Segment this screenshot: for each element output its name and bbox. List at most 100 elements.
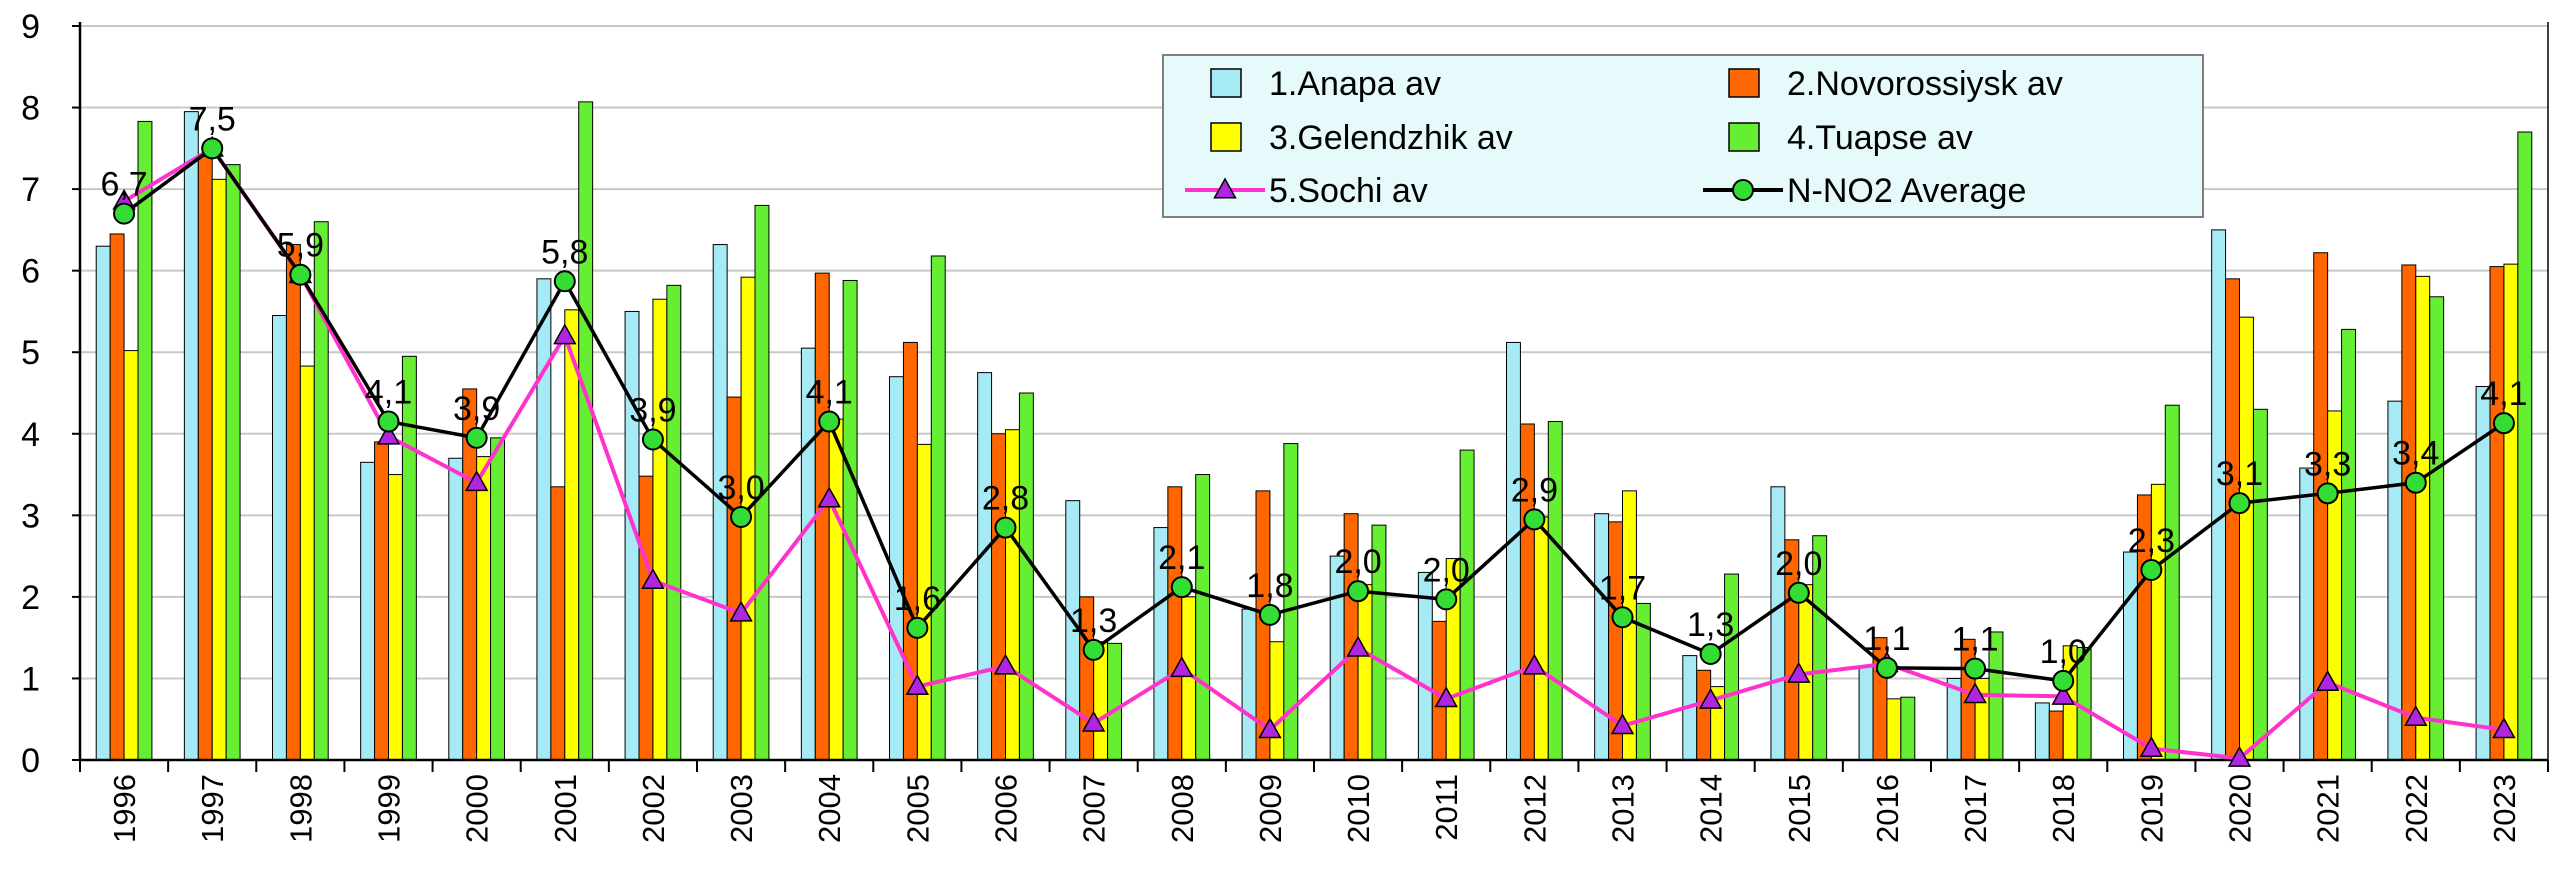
x-tick-label: 2014: [1694, 774, 1729, 843]
series-lines: [112, 135, 2516, 767]
sochi-marker: [2404, 705, 2428, 727]
sochi-marker: [2492, 717, 2516, 739]
x-tick-label: 2004: [812, 774, 847, 843]
x-tick-label: 2009: [1253, 774, 1288, 843]
average-data-label: 7,5: [189, 100, 236, 138]
average-marker: [465, 426, 488, 449]
y-tick-label: 6: [21, 253, 40, 291]
average-data-label: 3,3: [2304, 445, 2351, 483]
bar: [95, 245, 111, 761]
average-marker: [1964, 657, 1987, 680]
bar: [388, 474, 403, 761]
bar: [1724, 573, 1739, 761]
x-tick-label: 2022: [2399, 774, 2434, 843]
bar: [2225, 278, 2241, 761]
bar: [666, 284, 682, 761]
average-marker: [1699, 642, 1722, 665]
average-data-label: 1,3: [1070, 602, 1117, 640]
bar: [842, 279, 858, 761]
bar: [638, 475, 654, 761]
sochi-marker: [905, 674, 930, 696]
bar: [109, 233, 125, 761]
bar: [578, 101, 594, 761]
bar: [476, 456, 492, 761]
average-marker: [1611, 606, 1634, 629]
legend-label: 3.Gelendzhik av: [1269, 119, 1513, 157]
sochi-marker: [1698, 687, 1723, 709]
bar: [1506, 341, 1521, 761]
x-tick-label: 1996: [107, 774, 142, 843]
legend: 1.Anapa av 2.Novorossiysk av 3.Gelendzhik …: [1162, 54, 2204, 218]
sochi-marker: [1346, 635, 1370, 657]
bar: [299, 365, 315, 761]
bar: [2415, 275, 2431, 761]
average-data-label: 1,8: [1246, 567, 1293, 605]
average-marker: [2228, 492, 2251, 515]
bar: [2489, 266, 2505, 761]
average-marker: [2492, 412, 2515, 435]
average-data-label: 1,0: [2040, 633, 2087, 671]
bar: [977, 372, 993, 761]
x-tick-label: 2008: [1165, 774, 1200, 843]
bar: [1459, 449, 1475, 761]
average-data-label: 5,8: [541, 233, 588, 271]
y-tick-label: 2: [21, 579, 40, 617]
average-data-label: 2,1: [1158, 539, 1205, 577]
legend-marker: [1213, 177, 1237, 199]
bar: [197, 155, 213, 761]
series-line: [123, 146, 2505, 683]
bar: [2048, 710, 2064, 761]
bar: [2164, 404, 2180, 761]
bar: [211, 178, 227, 761]
sochi-marker: [464, 470, 489, 492]
sochi-marker: [1170, 656, 1194, 678]
sochi-marker: [2315, 669, 2340, 691]
x-tick-label: 2010: [1341, 774, 1376, 843]
sochi-marker: [376, 423, 401, 445]
bar: [1594, 513, 1610, 761]
y-tick-label: 5: [21, 334, 40, 372]
bar: [902, 341, 918, 761]
average-marker: [818, 410, 841, 433]
legend-swatch: [1210, 68, 1242, 98]
average-data-label: 3,9: [629, 391, 676, 429]
average-marker: [1875, 656, 1898, 679]
y-tick-label: 4: [21, 416, 40, 454]
x-tick-label: 2001: [548, 774, 583, 843]
average-data-label: 4,1: [365, 374, 412, 412]
data-labels: 6,7 7,5 5,9 4,1 3,9 5,8 3,9 3,0 4,1 1,6 2,8 1,3 2,1 1…: [100, 100, 2527, 671]
average-marker: [2404, 471, 2427, 494]
legend-swatch: [1210, 122, 1242, 152]
x-tick-label: 2013: [1606, 774, 1641, 843]
average-marker: [1347, 580, 1370, 603]
legend-label: 4.Tuapse av: [1787, 119, 1973, 157]
sochi-marker: [2227, 745, 2252, 767]
bar: [2123, 551, 2138, 761]
y-tick-label: 3: [21, 497, 40, 535]
legend-marker: [1732, 179, 1754, 201]
bar: [1533, 516, 1549, 761]
sochi-marker: [729, 600, 753, 622]
sochi-marker: [1963, 682, 1987, 704]
average-data-label: 3,0: [717, 469, 764, 507]
average-marker: [641, 428, 664, 451]
bar: [490, 437, 505, 761]
sochi-marker: [1258, 717, 1282, 739]
average-data-label: 2,0: [1334, 543, 1381, 581]
bar: [652, 298, 668, 761]
average-marker: [1170, 576, 1193, 599]
sochi-marker: [553, 323, 577, 345]
legend-label: N-NO2 Average: [1787, 172, 2026, 210]
bar: [2517, 131, 2533, 761]
x-tick-label: 2018: [2046, 774, 2081, 843]
average-data-label: 5,9: [277, 227, 324, 265]
x-tick-label: 2019: [2134, 774, 2169, 843]
legend-swatch: [1728, 122, 1760, 152]
average-marker: [906, 616, 929, 639]
x-tick-label: 2007: [1077, 774, 1112, 843]
sochi-marker: [993, 653, 1018, 675]
ticks: 0 1 2 3 4 5 6 7 8 9 1996 1997 1998 1999 2000 2001 2002 20…: [21, 8, 2549, 843]
sochi-marker: [2139, 736, 2164, 758]
average-marker: [1787, 581, 1810, 604]
